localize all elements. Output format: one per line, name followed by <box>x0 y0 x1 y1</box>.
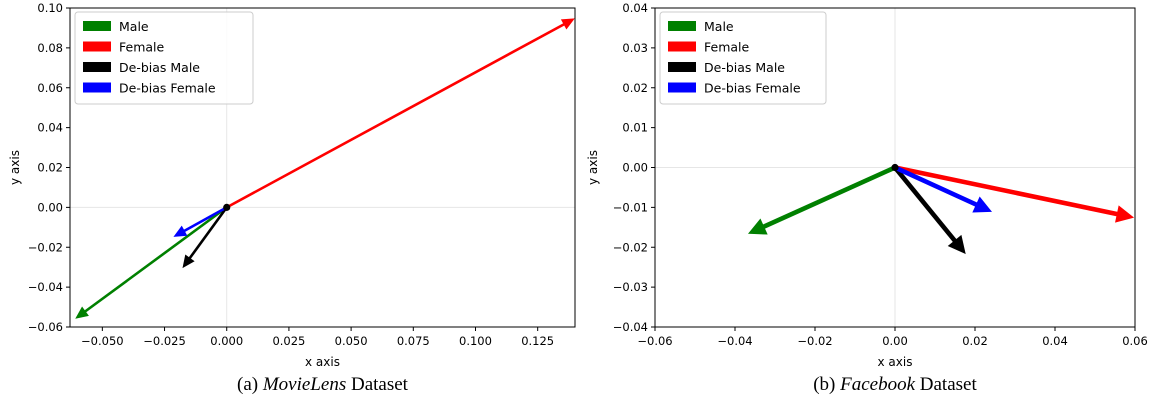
vector-shaft <box>894 165 978 207</box>
x-tick-label: −0.06 <box>637 334 672 348</box>
legend-swatch <box>83 82 111 93</box>
x-tick-label: 0.04 <box>1042 334 1068 348</box>
vector-arrowhead <box>947 234 966 255</box>
legend-label: De-bias Female <box>119 81 216 96</box>
y-tick-label: 0.03 <box>622 41 648 55</box>
legend-movielens: Male Female De-bias Male De-bias Female <box>74 11 254 105</box>
vector-shaft <box>894 165 1118 217</box>
x-tick-label: −0.04 <box>717 334 752 348</box>
legend-swatch <box>668 41 696 52</box>
vector-shaft <box>226 23 565 209</box>
vector-de-bias-female-movielens <box>173 206 228 237</box>
legend-label: Female <box>119 40 165 55</box>
caption-movielens: (a) MovieLens Dataset <box>237 374 409 395</box>
plot-frame-facebook <box>654 7 1136 328</box>
vector-shaft <box>84 206 228 313</box>
vector-shaft <box>183 206 228 233</box>
legend-label: Male <box>119 19 149 34</box>
legend-label: Male <box>704 19 734 34</box>
x-tick-label: −0.02 <box>797 334 832 348</box>
x-tick-label: −0.050 <box>81 334 124 348</box>
legend-swatch <box>83 21 111 31</box>
vector-de-bias-male-movielens <box>182 206 228 269</box>
x-tick-label: 0.00 <box>882 334 908 348</box>
vector-arrowhead <box>182 254 195 269</box>
vector-male-facebook <box>747 165 896 235</box>
legend-swatch <box>83 41 111 52</box>
x-tick-label: 0.125 <box>521 334 554 348</box>
vector-arrowhead <box>1115 205 1135 223</box>
vector-shaft <box>762 165 896 229</box>
y-tick-label: 0.02 <box>37 161 63 175</box>
vector-arrowhead <box>972 196 993 213</box>
plot-frame-movielens <box>69 7 576 328</box>
y-tick-label: −0.04 <box>613 320 648 334</box>
vector-arrowhead <box>75 306 89 319</box>
vector-arrowhead <box>173 225 188 237</box>
vector-de-bias-female-facebook <box>894 165 993 213</box>
y-tick-label: −0.02 <box>613 240 648 254</box>
vector-arrowhead <box>747 218 768 235</box>
y-tick-label: −0.04 <box>28 280 63 294</box>
legend-label: De-bias Female <box>704 81 801 96</box>
y-tick-label: 0.02 <box>622 81 648 95</box>
x-tick-label: 0.025 <box>272 334 305 348</box>
y-tick-label: −0.03 <box>613 280 648 294</box>
vector-shaft <box>893 166 957 243</box>
x-tick-label: 0.075 <box>397 334 430 348</box>
caption-facebook: (b) Facebook Dataset <box>813 374 977 395</box>
y-axis-label-facebook: y axis <box>586 150 600 185</box>
y-tick-label: 0.04 <box>37 121 63 135</box>
vector-male-movielens <box>75 206 228 319</box>
vector-shaft <box>188 206 228 260</box>
legend-swatch <box>83 62 111 72</box>
x-tick-label: 0.100 <box>459 334 492 348</box>
legend-swatch <box>668 21 696 31</box>
vector-female-movielens <box>226 18 575 209</box>
vector-de-bias-male-facebook <box>893 166 966 255</box>
x-axis-label-movielens: x axis <box>305 355 340 369</box>
legend-box <box>74 11 254 105</box>
x-tick-label: −0.025 <box>143 334 186 348</box>
origin-point-movielens <box>223 203 231 211</box>
x-tick-label: 0.050 <box>335 334 368 348</box>
y-tick-label: 0.04 <box>622 1 648 15</box>
x-axis-label-facebook: x axis <box>878 355 913 369</box>
y-tick-label: 0.08 <box>37 41 63 55</box>
legend-box <box>659 11 827 105</box>
legend-facebook: Male Female De-bias Male De-bias Female <box>659 11 827 105</box>
y-tick-label: 0.10 <box>37 1 63 15</box>
chart-panel-movielens: (a) MovieLens Dataset x axis y axis −0.0… <box>8 1 576 395</box>
vector-arrowhead <box>560 18 575 30</box>
x-tick-label: 0.06 <box>1122 334 1148 348</box>
x-tick-label: 0.02 <box>962 334 988 348</box>
chart-panel-facebook: (b) Facebook Dataset x axis y axis −0.06… <box>586 1 1148 395</box>
y-tick-label: 0.00 <box>622 161 648 175</box>
legend-swatch <box>668 82 696 93</box>
y-tick-label: −0.02 <box>28 240 63 254</box>
vector-female-facebook <box>894 165 1135 223</box>
legend-label: Female <box>704 40 750 55</box>
legend-label: De-bias Male <box>119 60 200 75</box>
y-tick-label: −0.01 <box>613 200 648 214</box>
y-tick-label: −0.06 <box>28 320 63 334</box>
legend-label: De-bias Male <box>704 60 785 75</box>
x-tick-label: 0.000 <box>210 334 243 348</box>
legend-swatch <box>668 62 696 72</box>
y-tick-label: 0.00 <box>37 200 63 214</box>
y-tick-label: 0.01 <box>622 121 648 135</box>
y-axis-label-movielens: y axis <box>8 150 22 185</box>
origin-point-facebook <box>891 163 899 172</box>
y-tick-label: 0.06 <box>37 81 63 95</box>
